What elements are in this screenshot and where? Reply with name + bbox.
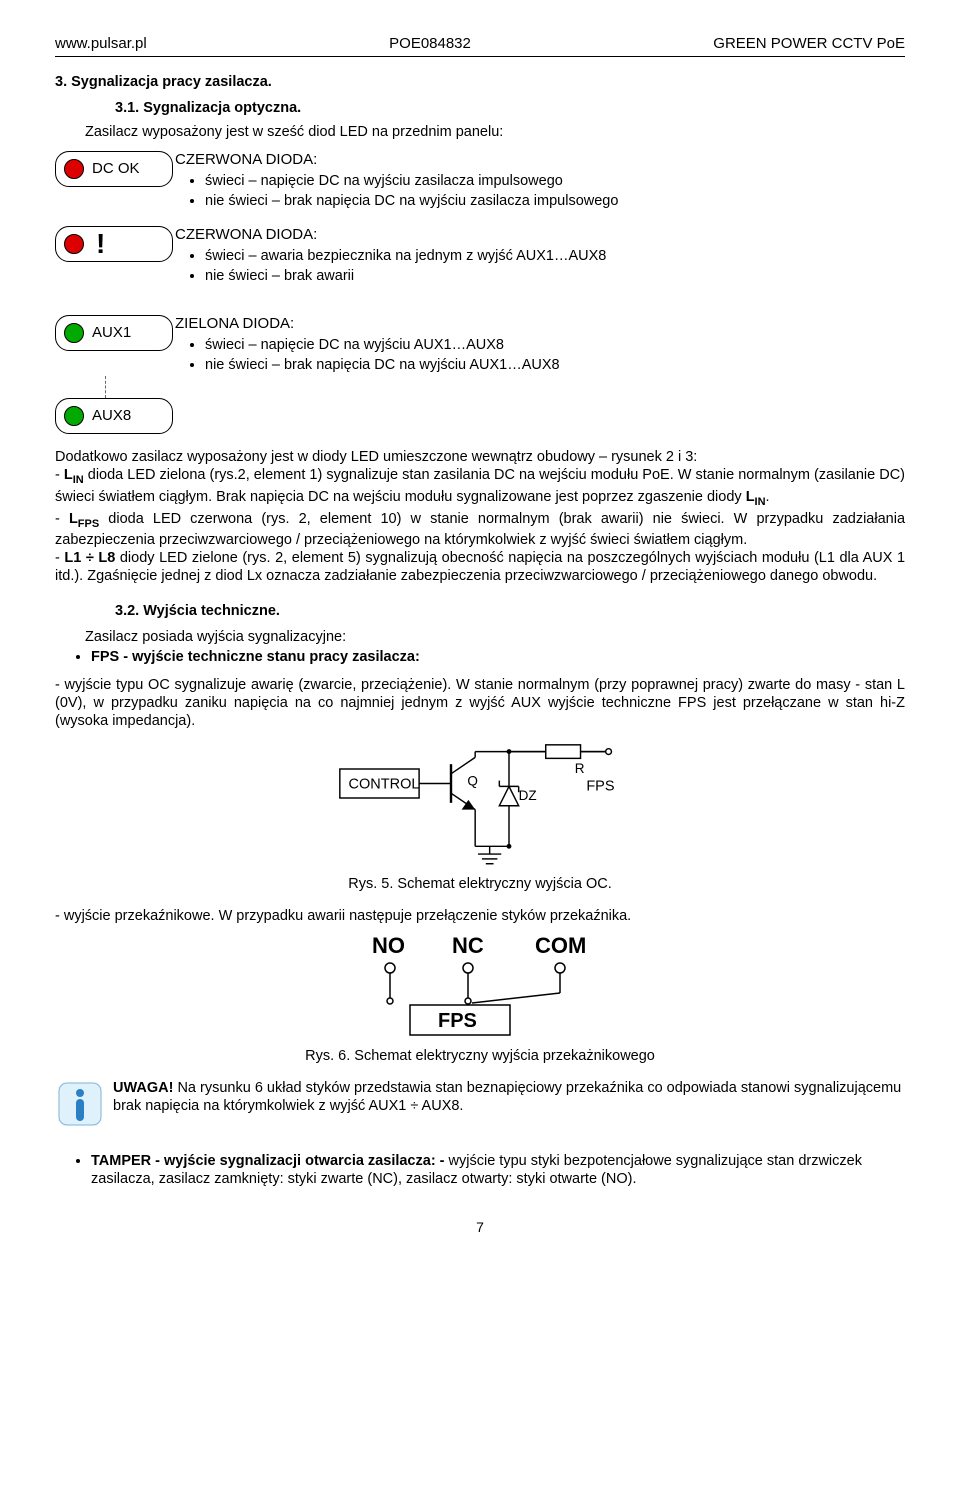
relay-nc-label: NC [452,933,484,958]
relay-com-label: COM [535,933,586,958]
indicator-alarm: ! [55,226,173,262]
indicator-label: AUX1 [92,324,131,343]
dioda-title: ZIELONA DIODA: [175,315,905,334]
text: UWAGA! [113,1080,173,1096]
text: FPS - wyjście techniczne stanu pracy zas… [91,649,420,665]
text: . [766,489,770,505]
uwaga-text: UWAGA! Na rysunku 6 układ styków przedst… [113,1079,905,1115]
dashed-connector [105,376,905,398]
paragraph: - wyjście typu OC sygnalizuje awarię (zw… [55,676,905,730]
text: L [64,467,73,483]
text: dioda LED czerwona (rys. 2, element 10) … [55,511,905,549]
text: L1 ÷ L8 [64,550,115,566]
indicator-dcok: DC OK [55,151,173,187]
paragraph: - wyjście przekaźnikowe. W przypadku awa… [55,907,905,925]
list-item: TAMPER - wyjście sygnalizacji otwarcia z… [91,1152,905,1188]
section-3-title: 3. Sygnalizacja pracy zasilacza. [55,73,905,91]
list-item: świeci – napięcie DC na wyjściu AUX1…AUX… [205,336,905,354]
list-item: świeci – awaria bezpiecznika na jednym z… [205,247,905,265]
list-item: nie świeci – brak awarii [205,267,905,285]
section-3-2-title: 3.2. Wyjścia techniczne. [115,602,905,620]
header-right: GREEN POWER CCTV PoE [713,35,905,54]
text: Na rysunku 6 układ styków przedstawia st… [113,1080,901,1114]
list-item: świeci – napięcie DC na wyjściu zasilacz… [205,172,905,190]
text: Dodatkowo zasilacz wyposażony jest w dio… [55,449,697,465]
indicator-label: ! [96,235,105,253]
list-item: nie świeci – brak napięcia DC na wyjściu… [205,356,905,374]
dioda-title: CZERWONA DIODA: [175,226,905,245]
header-center: POE084832 [389,35,471,54]
oc-fps-label: FPS [586,779,614,795]
list-item: nie świeci – brak napięcia DC na wyjściu… [205,192,905,210]
indicator-aux1: AUX1 [55,315,173,351]
text: IN [73,474,84,486]
indicator-label: AUX8 [92,407,131,426]
text: IN [755,496,766,508]
led-icon [64,234,84,254]
oc-control-label: CONTROL [349,777,420,793]
text: TAMPER - wyjście sygnalizacji otwarcia z… [91,1153,449,1169]
text: L [746,489,755,505]
oc-r-label: R [575,761,585,776]
led-icon [64,159,84,179]
indicator-label: DC OK [92,160,140,179]
figure-5-oc-schematic: CONTROL Q DZ R FPS [335,740,625,871]
oc-dz-label: DZ [519,788,537,803]
text: dioda LED zielona (rys.2, element 1) syg… [55,467,905,505]
figure-6-relay-schematic: NO NC COM FPS [350,933,610,1043]
page-number: 7 [55,1219,905,1237]
figure-5-caption: Rys. 5. Schemat elektryczny wyjścia OC. [55,875,905,893]
led-icon [64,406,84,426]
info-icon [55,1079,113,1134]
intro-text: Zasilacz wyposażony jest w sześć diod LE… [85,123,905,141]
relay-fps-label: FPS [438,1010,477,1032]
header-left: www.pulsar.pl [55,35,147,54]
relay-no-label: NO [372,933,405,958]
indicator-aux8: AUX8 [55,398,173,434]
figure-6-caption: Rys. 6. Schemat elektryczny wyjścia prze… [55,1047,905,1065]
paragraph: Dodatkowo zasilacz wyposażony jest w dio… [55,448,905,585]
tech-intro: Zasilacz posiada wyjścia sygnalizacyjne: [85,628,905,646]
text: FPS [78,517,99,529]
oc-q-label: Q [467,774,478,789]
list-item: FPS - wyjście techniczne stanu pracy zas… [91,648,905,666]
led-icon [64,323,84,343]
section-3-1-title: 3.1. Sygnalizacja optyczna. [115,99,905,117]
dioda-title: CZERWONA DIODA: [175,151,905,170]
text: L [69,511,78,527]
text: diody LED zielone (rys. 2, element 5) sy… [55,550,905,584]
